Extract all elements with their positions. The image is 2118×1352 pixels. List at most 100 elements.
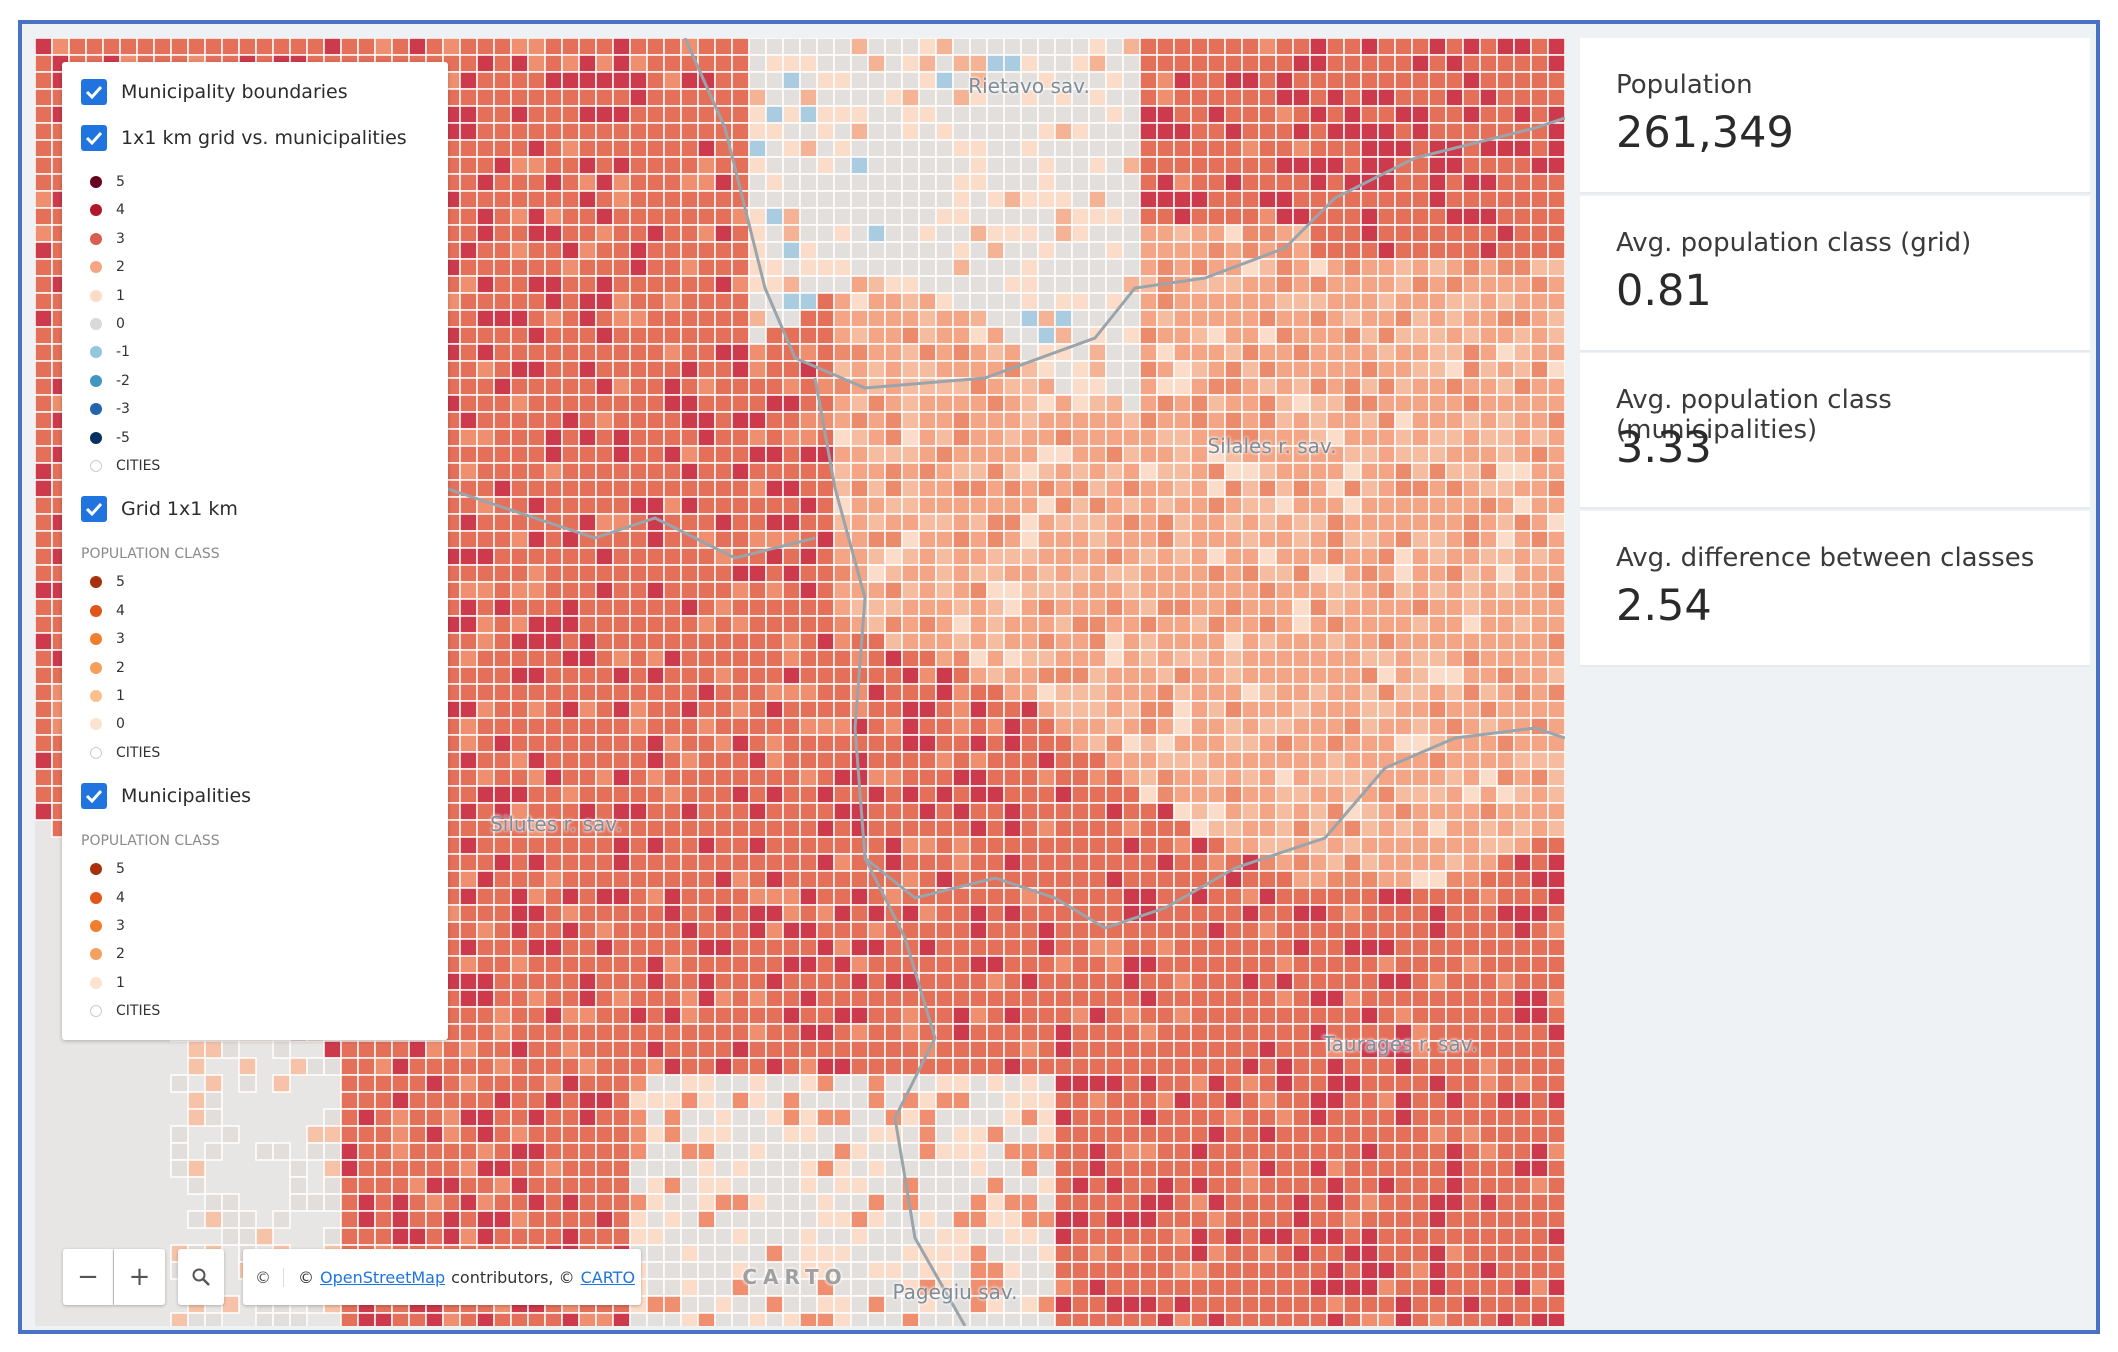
- grid-cell: [493, 649, 512, 668]
- grid-cell: [935, 394, 954, 413]
- grid-cell: [459, 309, 478, 328]
- grid-cell: [884, 71, 903, 90]
- grid-cell: [1343, 938, 1362, 957]
- grid-cell: [986, 904, 1005, 923]
- grid-cell: [952, 751, 971, 770]
- grid-cell: [731, 785, 750, 804]
- grid-cell: [1258, 326, 1277, 345]
- grid-cell: [1445, 581, 1464, 600]
- grid-cell: [1003, 530, 1022, 549]
- grid-cell: [1003, 394, 1022, 413]
- grid-cell: [1479, 275, 1498, 294]
- grid-cell: [1003, 904, 1022, 923]
- grid-cell: [663, 462, 682, 481]
- grid-cell: [1394, 38, 1413, 56]
- grid-cell: [1071, 632, 1090, 651]
- grid-cell: [1207, 785, 1226, 804]
- grid-cell: [935, 190, 954, 209]
- grid-cell: [1326, 700, 1345, 719]
- grid-cell: [867, 428, 886, 447]
- grid-cell: [1377, 870, 1396, 889]
- grid-cell: [952, 479, 971, 498]
- grid-cell: [816, 173, 835, 192]
- grid-cell: [1088, 479, 1107, 498]
- grid-cell: [952, 190, 971, 209]
- grid-cell: [1003, 275, 1022, 294]
- grid-cell: [1173, 462, 1192, 481]
- grid-cell: [816, 700, 835, 719]
- grid-cell: [731, 275, 750, 294]
- grid-cell: [867, 785, 886, 804]
- grid-cell: [629, 632, 648, 651]
- grid-cell: [1224, 38, 1243, 56]
- grid-cell: [1530, 717, 1549, 736]
- grid-cell: [867, 598, 886, 617]
- grid-cell: [850, 88, 869, 107]
- grid-cell: [1139, 292, 1158, 311]
- grid-cell: [510, 258, 529, 277]
- grid-cell: [1224, 496, 1243, 515]
- grid-cell: [884, 615, 903, 634]
- grid-cell: [595, 394, 614, 413]
- grid-cell: [578, 513, 597, 532]
- grid-cell: [867, 615, 886, 634]
- grid-cell: [1445, 768, 1464, 787]
- grid-cell: [884, 802, 903, 821]
- grid-cell: [731, 360, 750, 379]
- grid-cell: [510, 615, 529, 634]
- grid-cell: [1156, 377, 1175, 396]
- grid-cell: [1326, 360, 1345, 379]
- grid-cell: [1462, 887, 1481, 906]
- grid-cell: [527, 513, 546, 532]
- grid-cell: [1037, 309, 1056, 328]
- grid-cell: [697, 717, 716, 736]
- grid-cell: [986, 836, 1005, 855]
- grid-cell: [1343, 904, 1362, 923]
- grid-cell: [1309, 241, 1328, 260]
- grid-cell: [935, 768, 954, 787]
- grid-cell: [1428, 598, 1447, 617]
- grid-cell: [1394, 904, 1413, 923]
- grid-cell: [1445, 683, 1464, 702]
- grid-cell: [867, 513, 886, 532]
- grid-cell: [731, 615, 750, 634]
- grid-cell: [799, 751, 818, 770]
- grid-cell: [1377, 479, 1396, 498]
- grid-cell: [1530, 870, 1549, 889]
- grid-cell: [595, 275, 614, 294]
- grid-cell: [1224, 122, 1243, 141]
- grid-cell: [1428, 564, 1447, 583]
- grid-cell: [1190, 938, 1209, 957]
- grid-cell: [1377, 581, 1396, 600]
- grid-cell: [1530, 972, 1549, 991]
- grid-cell: [969, 734, 988, 753]
- grid-cell: [731, 853, 750, 872]
- grid-cell: [1173, 904, 1192, 923]
- grid-cell: [340, 38, 359, 56]
- grid-cell: [1241, 751, 1260, 770]
- grid-cell: [731, 751, 750, 770]
- grid-cell: [1513, 904, 1532, 923]
- grid-cell: [1530, 292, 1549, 311]
- grid-cell: [1462, 156, 1481, 175]
- grid-cell: [459, 462, 478, 481]
- grid-cell: [1190, 785, 1209, 804]
- grid-cell: [1513, 377, 1532, 396]
- grid-cell: [901, 904, 920, 923]
- grid-cell: [986, 496, 1005, 515]
- grid-cell: [833, 122, 852, 141]
- grid-cell: [35, 785, 53, 804]
- grid-cell: [1428, 326, 1447, 345]
- grid-cell: [527, 326, 546, 345]
- grid-cell: [1156, 445, 1175, 464]
- grid-cell: [935, 445, 954, 464]
- grid-cell: [748, 615, 767, 634]
- grid-cell: [969, 853, 988, 872]
- grid-cell: [1173, 309, 1192, 328]
- grid-cell: [986, 632, 1005, 651]
- grid-cell: [1156, 921, 1175, 940]
- grid-cell: [765, 343, 784, 362]
- grid-cell: [1139, 224, 1158, 243]
- grid-cell: [901, 853, 920, 872]
- grid-cell: [714, 224, 733, 243]
